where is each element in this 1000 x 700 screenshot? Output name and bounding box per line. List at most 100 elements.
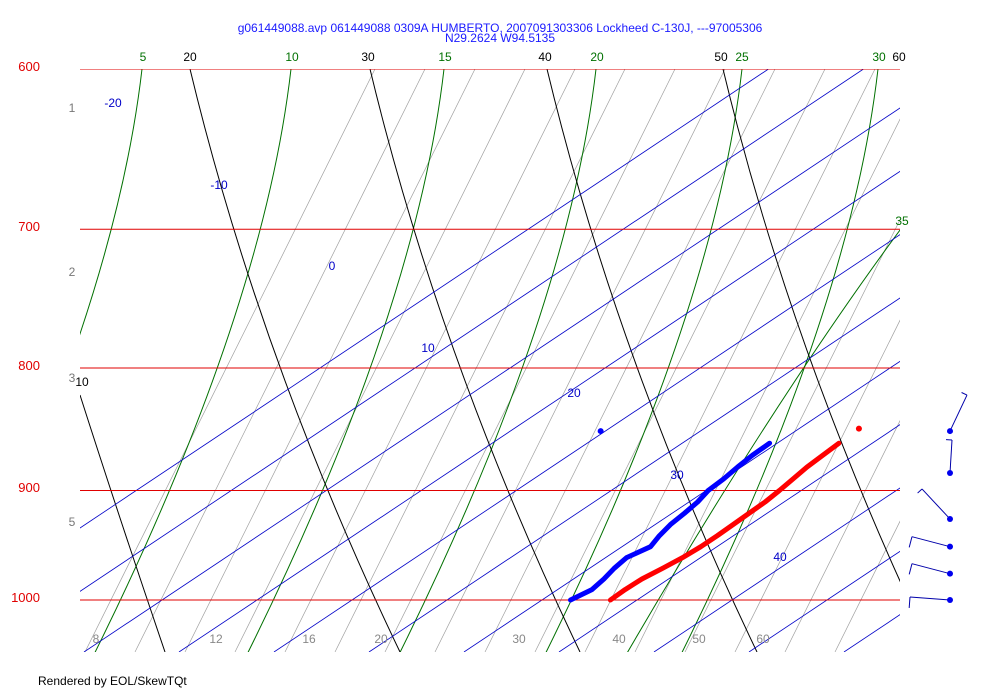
- moist-adiabat-label: 20: [590, 50, 604, 64]
- chart-subtitle: N29.2624 W94.5135: [444, 31, 556, 45]
- dry-adiabat-label: 20: [183, 50, 197, 64]
- wind-barb-dot: [947, 570, 953, 577]
- wind-barb-dot: [947, 515, 953, 522]
- isotherm-line: [748, 550, 900, 652]
- moist-adiabat-label: 30: [872, 50, 886, 64]
- pressure-label: 800: [18, 358, 40, 373]
- wind-barb-flag: [908, 563, 913, 575]
- isotherm-line: [843, 614, 900, 652]
- sounding-curves: [568, 425, 862, 603]
- isotherm-label: 30: [670, 468, 684, 482]
- chart-title: g061449088.avp 061449088 0309A HUMBERTO,…: [237, 21, 763, 35]
- pressure-label: 900: [18, 480, 40, 495]
- mixing-ratio-label: 12: [209, 632, 223, 646]
- footer-credit: Rendered by EOL/SkewTQt: [38, 674, 187, 688]
- temperature-profile: [607, 440, 842, 603]
- dry-adiabat-line: [546, 69, 758, 652]
- wind-barb-staff: [909, 596, 951, 601]
- isotherm-line: [463, 360, 900, 652]
- mixing-ratio-line: [734, 319, 900, 652]
- wind-barb-staff: [949, 439, 953, 474]
- pressure-label: 600: [18, 59, 40, 74]
- isotherm-label: 40: [773, 550, 787, 564]
- isotherm-label: 0: [329, 259, 336, 273]
- isotherm-line: [558, 424, 900, 652]
- mixing-ratio-label: 30: [512, 632, 526, 646]
- mixing-ratio-line: [134, 69, 426, 652]
- moist-adiabat-line: [681, 69, 879, 652]
- isotherm-line: [653, 487, 900, 652]
- mixing-ratio-label: 60: [756, 632, 770, 646]
- wind-barb-flag: [908, 536, 913, 548]
- mixing-ratio-line: [434, 69, 726, 652]
- mixing-ratio-line: [834, 520, 900, 652]
- isotherm-label: 20: [567, 386, 581, 400]
- isotherm-label: -10: [210, 178, 228, 192]
- wind-barb-staff: [921, 488, 951, 520]
- wind-barb-staff: [911, 563, 951, 575]
- pressure-label: 1000: [11, 590, 40, 605]
- mixing-ratio-line: [334, 69, 626, 652]
- wind-barb-dot: [947, 543, 953, 550]
- wind-barb: [908, 563, 953, 577]
- isotherm-label: 10: [421, 341, 435, 355]
- wind-barbs: [908, 392, 968, 609]
- mixing-ratio-line: [534, 69, 826, 652]
- dry-adiabat-line: [722, 69, 900, 583]
- dry-adiabat-label: 60: [892, 50, 906, 64]
- wind-barb-dot: [947, 470, 953, 477]
- grid-lines: [80, 69, 900, 652]
- temperature-point: [855, 425, 862, 432]
- mixing-ratio-line: [184, 69, 476, 652]
- pressure-label: 700: [18, 219, 40, 234]
- dry-adiabat-label: 40: [538, 50, 552, 64]
- altitude-label: 3: [69, 371, 76, 385]
- dewpoint-profile: [568, 440, 773, 603]
- dewpoint-point: [597, 428, 604, 435]
- dry-adiabat-label: 10: [75, 375, 89, 389]
- isotherm-label: -20: [104, 96, 122, 110]
- mixing-ratio-label: 16: [302, 632, 316, 646]
- mixing-ratio-label: 8: [93, 632, 100, 646]
- isotherm-line: [368, 297, 900, 652]
- mixing-ratio-line: [484, 69, 776, 652]
- moist-adiabat-line: [247, 69, 445, 652]
- isotherm-line: [178, 170, 900, 652]
- mixing-ratio-line: [784, 420, 900, 652]
- moist-adiabat-line: [627, 229, 900, 652]
- mixing-ratio-line: [584, 69, 876, 652]
- dry-adiabat-label: 30: [361, 50, 375, 64]
- wind-barb-staff: [949, 394, 968, 432]
- wind-barb: [908, 596, 953, 609]
- isotherm-line: [80, 69, 864, 592]
- isotherm-line: [273, 234, 900, 652]
- mixing-ratio-line: [234, 69, 526, 652]
- dry-adiabat-line: [369, 69, 581, 652]
- dry-adiabat-line: [189, 69, 401, 652]
- altitude-label: 5: [69, 515, 76, 529]
- mixing-ratio-line: [284, 69, 576, 652]
- grid-labels: 600 700 800 900 1000 -20 -10 0 10 20 30 40 10 20 30 40 5…: [11, 50, 909, 646]
- moist-adiabat-label: 35: [895, 214, 909, 228]
- altitude-label: 2: [69, 265, 76, 279]
- wind-barb: [945, 439, 953, 477]
- moist-adiabat-line: [399, 69, 597, 652]
- wind-barb-flag: [917, 488, 923, 494]
- mixing-ratio-line: [684, 218, 900, 652]
- wind-barb-dot: [947, 428, 953, 435]
- mixing-ratio-label: 50: [692, 632, 706, 646]
- mixing-ratio-label: 40: [612, 632, 626, 646]
- wind-barb-flag: [908, 596, 911, 609]
- isotherm-line: [83, 107, 900, 652]
- moist-adiabat-label: 5: [140, 50, 147, 64]
- moist-adiabat-line: [545, 69, 743, 652]
- moist-adiabat-line: [94, 69, 292, 652]
- moist-adiabat-line: [80, 69, 143, 336]
- isotherm-line: [80, 69, 769, 529]
- mixing-ratio-line: [384, 69, 676, 652]
- mixing-ratio-line: [84, 69, 376, 652]
- wind-barb-staff: [911, 536, 951, 548]
- wind-barb: [947, 392, 968, 435]
- moist-adiabat-label: 15: [438, 50, 452, 64]
